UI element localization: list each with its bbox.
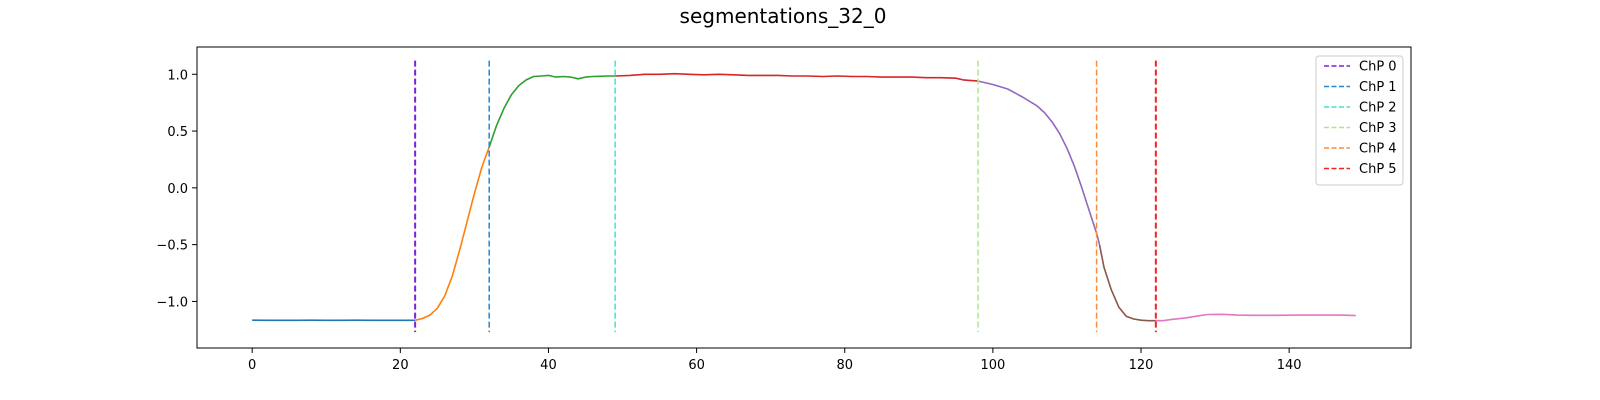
plot-area-frame	[196, 46, 1412, 349]
x-tick-label: 40	[540, 358, 557, 373]
y-tick-label: 1.0	[167, 68, 188, 83]
y-tick-label: −1.0	[156, 295, 188, 310]
y-tick-label: 0.5	[167, 125, 188, 140]
series-segment-6	[1155, 313, 1356, 322]
legend-box	[1315, 55, 1404, 186]
legend-label-4: ChP 4	[1359, 142, 1397, 157]
legend-label-0: ChP 0	[1359, 60, 1397, 75]
x-tick-label: 80	[836, 358, 853, 373]
axis-ticks: 0 20 40 60 80 100 120 140 −1.0 −0.5 0.0 0.5 1.0	[156, 68, 1301, 373]
x-tick-label: 120	[1129, 358, 1154, 373]
legend-label-5: ChP 5	[1359, 162, 1397, 177]
series-segment-4	[977, 80, 1101, 245]
x-tick-label: 0	[248, 358, 256, 373]
series-lines	[252, 72, 1356, 322]
chart-title: segmentations_32_0	[680, 4, 887, 28]
legend-label-1: ChP 1	[1359, 80, 1397, 95]
series-segment-5	[1098, 244, 1156, 322]
x-tick-label: 140	[1277, 358, 1302, 373]
x-tick-label: 100	[980, 358, 1005, 373]
legend-label-2: ChP 2	[1359, 101, 1397, 116]
y-tick-label: −0.5	[156, 239, 188, 254]
legend: ChP 0 ChP 1 ChP 2 ChP 3 ChP 4 ChP 5	[1315, 55, 1404, 186]
x-tick-label: 60	[688, 358, 705, 373]
x-tick-label: 20	[392, 358, 409, 373]
changepoint-lines	[414, 60, 1157, 333]
series-segment-3	[615, 72, 979, 82]
series-segment-1	[414, 146, 490, 322]
y-tick-label: 0.0	[167, 182, 188, 197]
legend-label-3: ChP 3	[1359, 121, 1397, 136]
series-segment-2	[488, 74, 616, 148]
